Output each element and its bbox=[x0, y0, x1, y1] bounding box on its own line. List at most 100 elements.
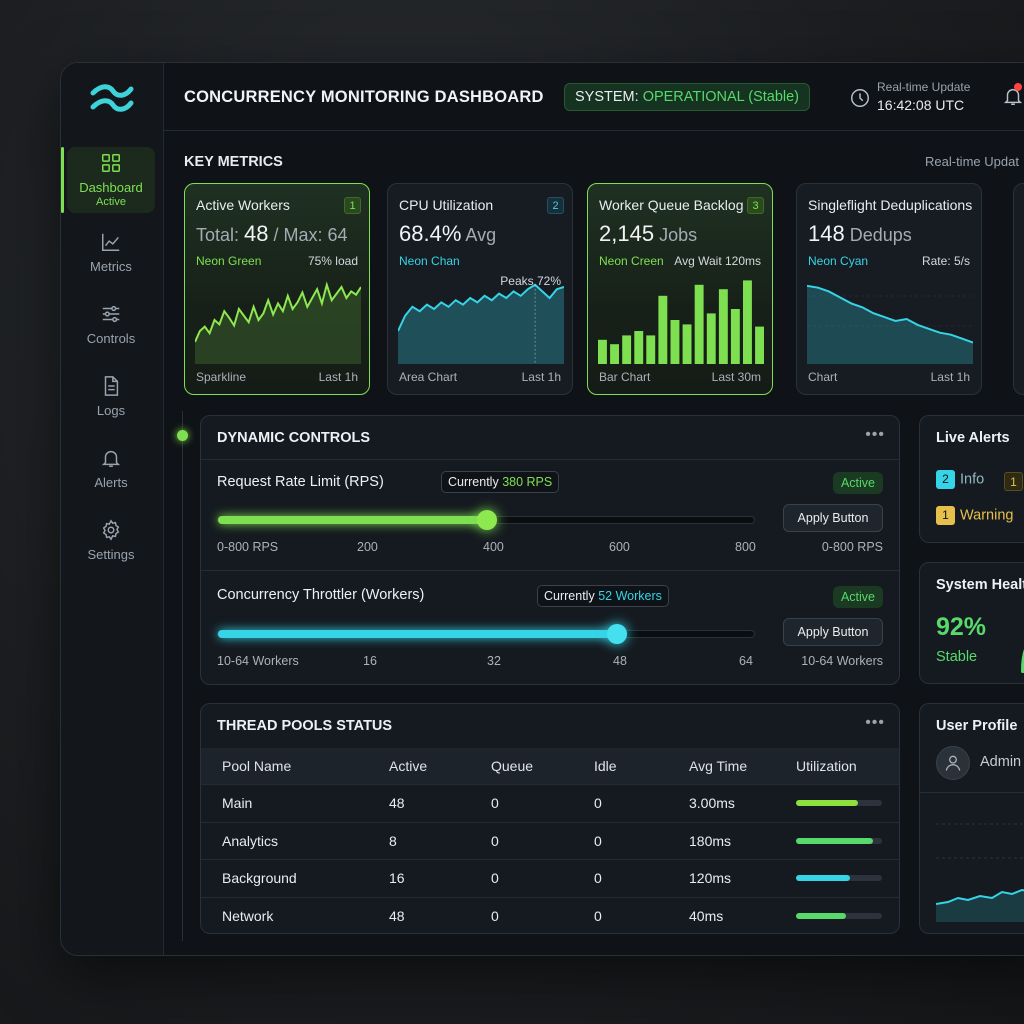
card-value: 2,145 Jobs bbox=[599, 221, 697, 247]
metric-card-active-workers[interactable]: Active Workers 1 Total: 48 / Max: 64 Neo… bbox=[184, 183, 370, 395]
sidebar-item-settings[interactable]: Settings bbox=[67, 507, 155, 573]
extra-alert-count: 1 bbox=[1004, 472, 1023, 491]
system-prefix: SYSTEM: bbox=[575, 89, 639, 105]
column-header[interactable]: Queue bbox=[491, 758, 534, 774]
bell-icon bbox=[101, 450, 121, 467]
divider bbox=[201, 459, 899, 460]
cell-queue: 0 bbox=[491, 795, 499, 811]
column-header[interactable]: Active bbox=[389, 758, 428, 774]
sidebar-item-dashboard[interactable]: Dashboard Active bbox=[67, 147, 155, 213]
timeline-dot bbox=[177, 430, 188, 441]
queue-bar bbox=[670, 320, 680, 364]
table-row[interactable]: Main 48 0 0 3.00ms bbox=[201, 784, 899, 821]
throttle-tick: 48 bbox=[613, 654, 627, 668]
sidebar-item-metrics[interactable]: Metrics bbox=[67, 219, 155, 285]
rate-tick: 200 bbox=[357, 540, 378, 554]
card-value-suffix: Jobs bbox=[654, 225, 698, 245]
column-header[interactable]: Pool Name bbox=[222, 758, 292, 774]
throttler-slider[interactable] bbox=[217, 624, 755, 644]
utilization-fill bbox=[796, 875, 851, 881]
card-time-range: Last 1h bbox=[521, 370, 561, 384]
panel-title: Live Alerts bbox=[936, 430, 1010, 446]
cpu-series bbox=[398, 283, 564, 332]
card-time-range: Last 1h bbox=[318, 370, 358, 384]
rate-tick: 400 bbox=[483, 540, 504, 554]
card-time-range: Last 1h bbox=[930, 370, 970, 384]
system-health-panel: System Healt 92% Stable bbox=[919, 562, 1024, 684]
sidebar-item-logs[interactable]: Logs bbox=[67, 363, 155, 429]
sidebar-item-controls[interactable]: Controls bbox=[67, 291, 155, 357]
queue-bar bbox=[634, 331, 644, 364]
cell-active: 48 bbox=[389, 795, 405, 811]
cell-queue: 0 bbox=[491, 907, 499, 924]
table-row[interactable]: Background 16 0 0 120ms bbox=[201, 859, 899, 896]
table-row[interactable]: Analytics 8 0 0 180ms bbox=[201, 821, 899, 859]
active-workers-sparkline bbox=[195, 281, 361, 364]
warning-label: Warning bbox=[960, 507, 1014, 524]
rate-limit-slider[interactable] bbox=[217, 510, 755, 530]
cell-active: 8 bbox=[389, 832, 397, 849]
card-value: Total: 48 / Max: 64 bbox=[196, 221, 348, 247]
cpu-area bbox=[398, 284, 564, 364]
sparkline-series bbox=[195, 281, 361, 343]
panel-title: User Profile bbox=[936, 718, 1018, 734]
throttle-range-label: 10-64 Workers bbox=[217, 654, 299, 668]
more-options-icon[interactable]: ••• bbox=[865, 426, 885, 443]
card-sub-right: 75% load bbox=[307, 254, 358, 268]
column-header[interactable]: Idle bbox=[594, 758, 617, 774]
cell-name: Network bbox=[222, 907, 274, 924]
cell-idle: 0 bbox=[594, 795, 602, 811]
queue-bar bbox=[730, 309, 740, 364]
card-time-range: Last 30m bbox=[711, 370, 761, 384]
slider-handle[interactable] bbox=[477, 510, 497, 530]
card-peak: Peaks 72% bbox=[500, 274, 561, 288]
column-header[interactable]: Utilization bbox=[796, 758, 857, 774]
rate-current-pill: Currently 380 RPS bbox=[441, 471, 560, 493]
metric-card-dedups[interactable]: Singleflight Deduplications 148 Dedups N… bbox=[796, 183, 982, 395]
card-chart-type: Bar Chart bbox=[599, 370, 651, 384]
utilization-bar bbox=[796, 875, 882, 881]
sidebar: Dashboard Active Metrics Controls Logs A… bbox=[61, 63, 164, 955]
profile-activity-chart bbox=[936, 823, 1024, 922]
queue-bar bbox=[718, 289, 728, 364]
card-sub-left: Neon Cyan bbox=[808, 254, 869, 268]
rate-status-badge: Active bbox=[832, 472, 883, 494]
slider-handle[interactable] bbox=[607, 624, 628, 644]
alert-warning-row[interactable]: 1 Warning bbox=[936, 506, 1013, 525]
utilization-fill bbox=[796, 837, 874, 844]
column-header[interactable]: Avg Time bbox=[689, 758, 748, 774]
cell-avg: 40ms bbox=[689, 907, 724, 924]
avatar[interactable] bbox=[936, 746, 970, 780]
throttle-tick: 16 bbox=[363, 654, 377, 668]
warning-count: 1 bbox=[936, 506, 955, 525]
user-name: Admin bbox=[980, 754, 1022, 770]
rate-range-right: 0-800 RPS bbox=[821, 540, 883, 554]
info-label: Info bbox=[960, 471, 985, 488]
throttle-current-value: 52 Workers bbox=[598, 589, 662, 603]
more-options-icon[interactable]: ••• bbox=[865, 714, 885, 731]
card-title: CPU Utilization bbox=[399, 197, 494, 213]
card-value-prefix: Total: bbox=[196, 225, 245, 245]
cell-idle: 0 bbox=[594, 907, 602, 924]
metric-card-queue-backlog[interactable]: Worker Queue Backlog 3 2,145 Jobs Neon C… bbox=[587, 183, 773, 395]
card-chart-type: Sparkline bbox=[196, 370, 247, 384]
user-profile-panel: User Profile Admin bbox=[919, 703, 1024, 934]
card-value-main: 48 bbox=[244, 221, 269, 246]
sidebar-item-alerts[interactable]: Alerts bbox=[67, 435, 155, 501]
throttle-apply-button[interactable]: Apply Button bbox=[783, 618, 883, 646]
card-value-suffix: Avg bbox=[461, 225, 497, 245]
utilization-fill bbox=[796, 912, 846, 919]
cell-avg: 180ms bbox=[689, 832, 732, 849]
gear-icon bbox=[102, 518, 120, 541]
card-value-suffix: / Max: 64 bbox=[268, 225, 348, 245]
throttle-status-badge: Active bbox=[832, 586, 883, 608]
panel-title: System Healt bbox=[936, 577, 1024, 593]
card-sub-left: Neon Green bbox=[196, 254, 262, 268]
rate-apply-button[interactable]: Apply Button bbox=[783, 504, 883, 532]
card-sub-left: Neon Chan bbox=[399, 254, 460, 268]
pill-prefix: Currently bbox=[544, 589, 599, 603]
metric-card-cpu[interactable]: CPU Utilization 2 68.4% Avg Neon Chan Pe… bbox=[387, 183, 573, 395]
table-row[interactable]: Network 48 0 0 40ms bbox=[201, 896, 899, 934]
cell-avg: 3.00ms bbox=[689, 795, 735, 811]
alert-info-row[interactable]: 2 Info bbox=[936, 470, 984, 489]
